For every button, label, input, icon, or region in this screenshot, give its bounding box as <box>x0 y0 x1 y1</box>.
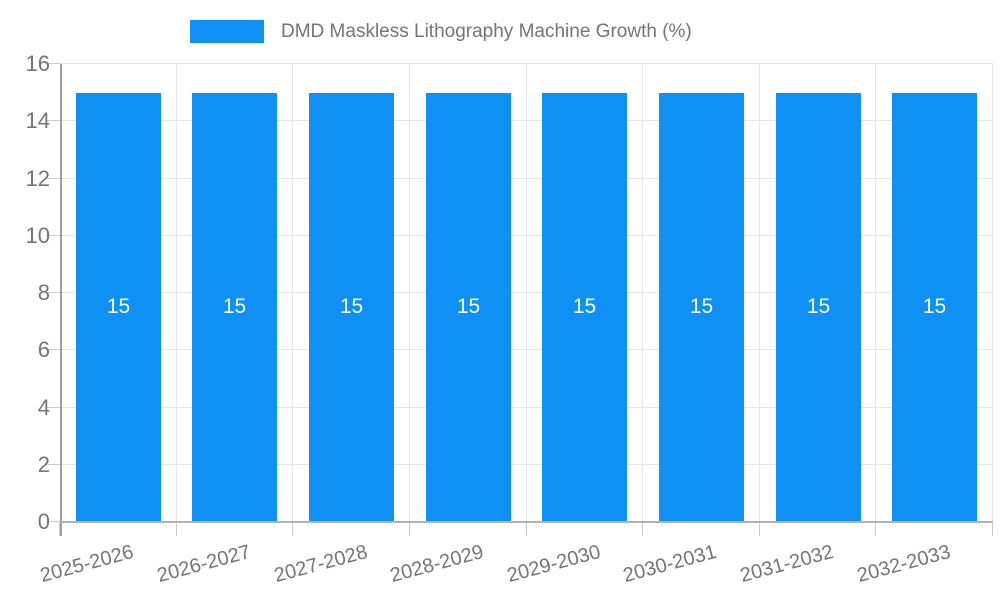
legend-swatch-icon <box>190 20 264 43</box>
y-axis-tick-label: 0 <box>37 509 50 534</box>
bar-value-label: 15 <box>456 295 481 318</box>
x-gridline <box>409 64 410 522</box>
x-axis-tick <box>642 522 643 536</box>
bar-value-label: 15 <box>106 295 131 318</box>
x-axis-tick <box>409 522 410 536</box>
x-gridline <box>759 64 760 522</box>
y-axis-tick <box>46 120 60 121</box>
bar <box>776 93 861 522</box>
x-gridline <box>292 64 293 522</box>
x-gridline <box>526 64 527 522</box>
bar-value-label: 15 <box>572 295 597 318</box>
x-axis-tick <box>526 522 527 536</box>
x-gridline <box>176 64 177 522</box>
y-axis-tick-label: 10 <box>25 223 50 248</box>
x-axis-tick <box>292 522 293 536</box>
x-axis-tick <box>59 522 60 536</box>
y-axis-tick <box>46 407 60 408</box>
y-gridline <box>60 63 993 64</box>
legend-series-label: DMD Maskless Lithography Machine Growth … <box>281 21 692 42</box>
bar-value-label: 15 <box>222 295 247 318</box>
bar-value-label: 15 <box>339 295 364 318</box>
y-axis-tick-label: 6 <box>37 337 50 362</box>
bar <box>309 93 394 522</box>
x-gridline <box>642 64 643 522</box>
y-axis-tick-label: 4 <box>37 395 50 420</box>
x-axis-tick <box>992 522 993 536</box>
y-axis-tick-label: 16 <box>25 51 50 76</box>
y-axis-tick-label: 8 <box>37 280 50 305</box>
x-axis-tick <box>759 522 760 536</box>
bar <box>659 93 744 522</box>
x-gridline <box>992 64 993 522</box>
x-baseline <box>60 521 993 523</box>
x-gridline <box>875 64 876 522</box>
bar <box>76 93 161 522</box>
bar <box>426 93 511 522</box>
y-axis-tick <box>46 464 60 465</box>
y-axis-tick-label: 12 <box>25 166 50 191</box>
bar <box>192 93 277 522</box>
y-axis-tick <box>46 178 60 179</box>
y-axis-tick <box>46 349 60 350</box>
y-axis-tick <box>46 521 60 522</box>
bar-value-label: 15 <box>689 295 714 318</box>
bar <box>892 93 977 522</box>
x-axis-tick <box>176 522 177 536</box>
bar-value-label: 15 <box>806 295 831 318</box>
y-axis-tick <box>46 63 60 64</box>
y-axis-tick <box>46 292 60 293</box>
bar <box>542 93 627 522</box>
y-axis-tick-label: 2 <box>37 452 50 477</box>
y-axis-tick <box>46 235 60 236</box>
x-axis-tick <box>875 522 876 536</box>
y-axis-tick-label: 14 <box>25 108 50 133</box>
bar-value-label: 15 <box>922 295 947 318</box>
chart-legend: DMD Maskless Lithography Machine Growth … <box>0 14 1000 48</box>
y-axis-line <box>60 64 62 536</box>
